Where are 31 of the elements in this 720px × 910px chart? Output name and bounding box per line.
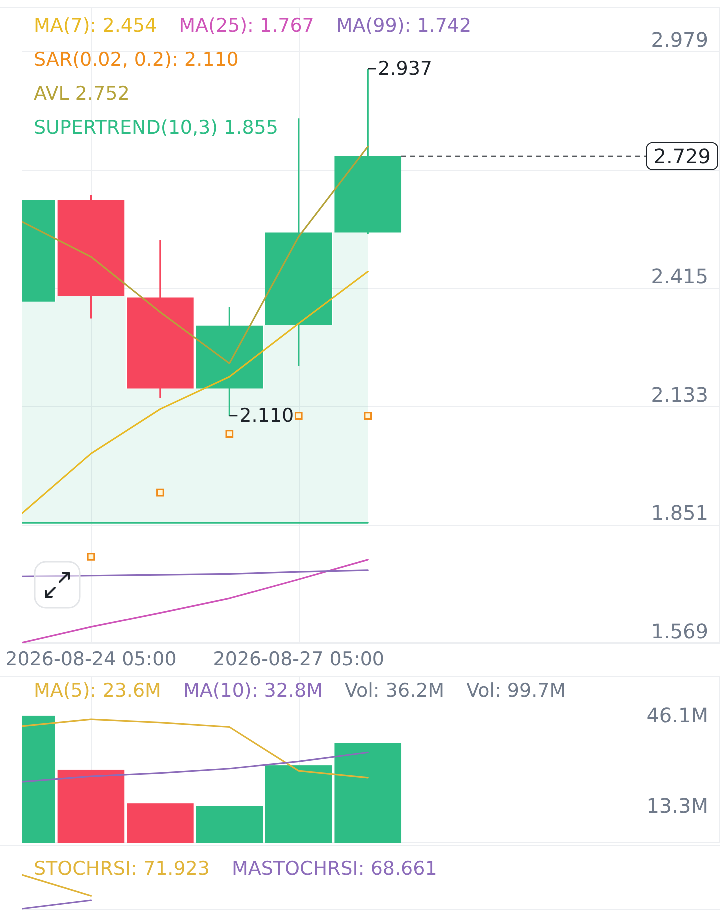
- bar: [196, 806, 264, 843]
- y-tick-label: 1.851: [651, 501, 708, 526]
- y-tick-label: 2.133: [651, 382, 708, 407]
- bar: [127, 804, 194, 843]
- y-tick-label: 2.415: [651, 264, 708, 288]
- annotation: Vol: 99.7M: [466, 680, 566, 702]
- annotation: Vol: 36.2M: [344, 680, 445, 702]
- annotation: 2.110: [240, 405, 294, 428]
- text: SAR(0.02, 0.2): 2.110: [34, 49, 239, 71]
- bar: [334, 743, 402, 843]
- series-label: STOCHRSI: 71.923: [34, 858, 210, 880]
- annotation: 2.937: [378, 58, 433, 80]
- bar: [265, 766, 332, 843]
- x-tick-label: 2026-08-27 05:00: [213, 648, 384, 670]
- bar: [58, 770, 125, 843]
- ref-line-label: 2.729: [654, 144, 711, 168]
- series-label: MA(5): 23.6M: [34, 680, 162, 702]
- y-tick-label: 2.979: [651, 28, 708, 52]
- x-tick-label: 2026-08-24 05:00: [6, 648, 177, 670]
- y-tick-label: 13.3M: [646, 794, 708, 818]
- text: MA(25): 1.767: [179, 15, 314, 37]
- text: AVL 2.752: [34, 83, 130, 105]
- y-tick-label: 1.569: [651, 619, 708, 644]
- text: MA(7): 2.454: [34, 15, 158, 37]
- text: SUPERTREND(10,3) 1.855: [34, 117, 278, 139]
- line-series: [22, 752, 369, 783]
- line-series: [22, 718, 369, 779]
- text: MA(99): 1.742: [336, 15, 472, 37]
- text: MA(10): 32.8M: [183, 680, 323, 702]
- y-tick-label: 46.1M: [646, 703, 708, 728]
- text: MASTOCHRSI: 68.661: [232, 858, 438, 880]
